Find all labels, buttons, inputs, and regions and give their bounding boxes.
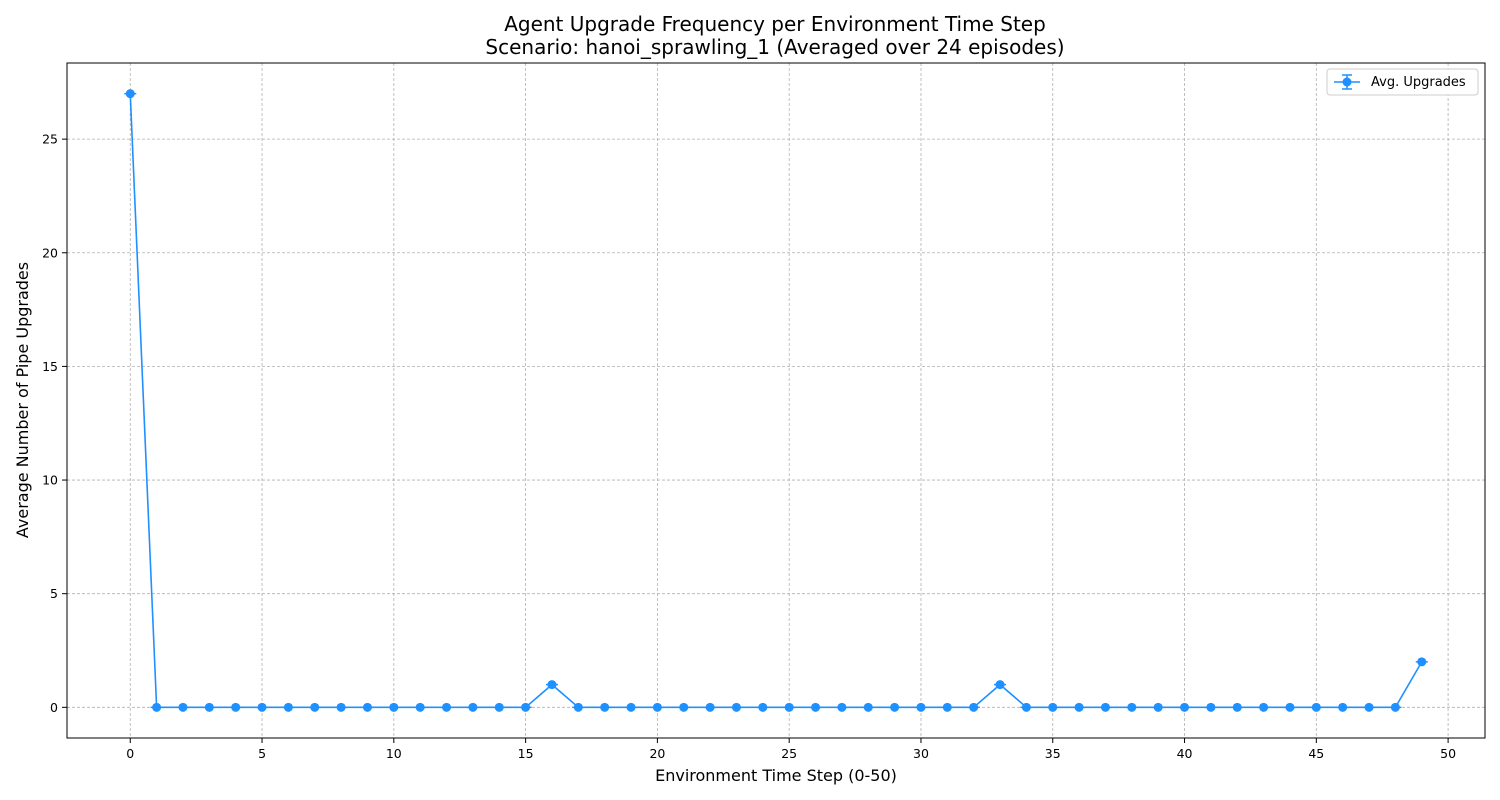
data-point (362, 702, 372, 712)
data-point (231, 702, 241, 712)
chart-title-line2: Scenario: hanoi_sprawling_1 (Averaged ov… (485, 35, 1064, 59)
data-point (1232, 702, 1242, 712)
x-tick-label: 30 (913, 746, 929, 761)
x-tick-label: 50 (1440, 746, 1456, 761)
data-point (257, 702, 267, 712)
data-point (1364, 702, 1374, 712)
chart-title-line1: Agent Upgrade Frequency per Environment … (504, 12, 1046, 36)
data-point (942, 702, 952, 712)
data-point (969, 702, 979, 712)
data-point (521, 702, 531, 712)
data-point (1180, 702, 1190, 712)
data-point (890, 702, 900, 712)
data-point (442, 702, 452, 712)
data-point (1285, 702, 1295, 712)
data-point (811, 702, 821, 712)
data-point (1021, 702, 1031, 712)
data-point (1048, 702, 1058, 712)
data-point (336, 702, 346, 712)
x-axis-label: Environment Time Step (0-50) (655, 766, 897, 785)
data-point (1100, 702, 1110, 712)
y-tick-label: 10 (42, 473, 58, 488)
data-point (679, 702, 689, 712)
data-point (310, 702, 320, 712)
data-point (600, 702, 610, 712)
data-point (1153, 702, 1163, 712)
legend: Avg. Upgrades (1326, 68, 1479, 96)
y-tick-label: 15 (42, 359, 58, 374)
y-tick-label: 25 (42, 132, 58, 147)
x-tick-label: 40 (1177, 746, 1193, 761)
x-tick-label: 15 (518, 746, 534, 761)
data-point (204, 702, 214, 712)
data-point (573, 702, 583, 712)
data-point (1206, 702, 1216, 712)
data-point (705, 702, 715, 712)
x-tick-label: 10 (386, 746, 402, 761)
legend-marker-dot (1342, 77, 1352, 87)
data-point (1311, 702, 1321, 712)
data-point (784, 702, 794, 712)
data-point (125, 89, 135, 99)
x-tick-label: 5 (258, 746, 266, 761)
data-point (626, 702, 636, 712)
series-line (129, 93, 1423, 709)
grid-lines (67, 63, 1485, 738)
y-ticks: 0 5 10 15 20 25 (42, 132, 67, 715)
data-point (389, 702, 399, 712)
data-point (837, 702, 847, 712)
series-avg-upgrades (124, 89, 1428, 712)
data-point (863, 702, 873, 712)
data-point (1390, 702, 1400, 712)
data-point (652, 702, 662, 712)
data-point (283, 702, 293, 712)
data-point (178, 702, 188, 712)
data-point (415, 702, 425, 712)
y-axis-label: Average Number of Pipe Upgrades (13, 262, 32, 538)
plot-frame (66, 62, 1486, 739)
data-point (995, 680, 1005, 690)
y-tick-label: 5 (50, 586, 58, 601)
legend-box (1326, 68, 1479, 96)
x-tick-label: 20 (649, 746, 665, 761)
data-point (1074, 702, 1084, 712)
data-point (916, 702, 926, 712)
data-point (1127, 702, 1137, 712)
data-point (758, 702, 768, 712)
y-tick-label: 20 (42, 245, 58, 260)
x-tick-label: 0 (126, 746, 134, 761)
data-point (1338, 702, 1348, 712)
x-ticks: 0 5 10 15 20 25 30 35 40 45 50 (126, 738, 1456, 761)
data-point (152, 702, 162, 712)
data-point (547, 680, 557, 690)
data-point (1417, 657, 1427, 667)
data-point (494, 702, 504, 712)
data-point (468, 702, 478, 712)
x-tick-label: 25 (781, 746, 797, 761)
legend-label: Avg. Upgrades (1371, 75, 1466, 90)
x-tick-label: 45 (1308, 746, 1324, 761)
data-point (1259, 702, 1269, 712)
y-tick-label: 0 (50, 700, 58, 715)
data-point (731, 702, 741, 712)
x-tick-label: 35 (1045, 746, 1061, 761)
